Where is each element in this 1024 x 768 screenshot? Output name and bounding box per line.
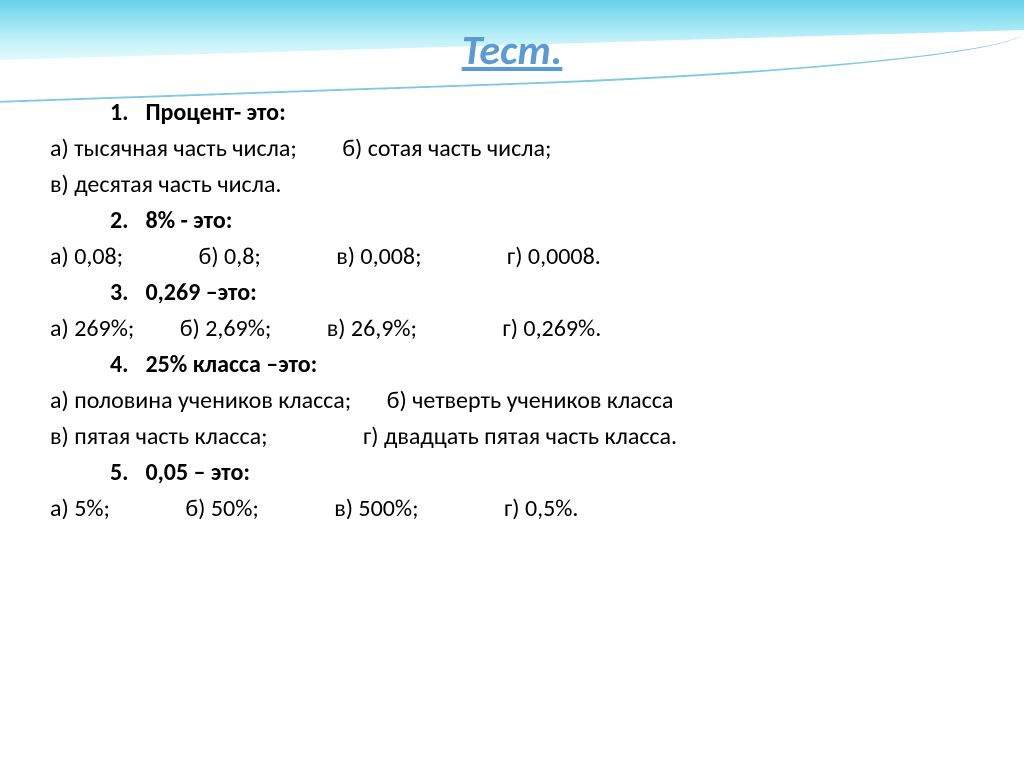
q4-opt-b: б) четверть учеников класса — [387, 383, 674, 419]
q4-text: 25% класса –это: — [145, 350, 317, 379]
q2-opt-v: в) 0,008; — [336, 239, 421, 275]
q4-number: 4. — [110, 347, 140, 383]
q2-opt-b: б) 0,8; — [199, 239, 261, 275]
q5-opt-v: в) 500%; — [334, 491, 418, 527]
q3-opt-b: б) 2,69%; — [180, 311, 272, 347]
q5-text: 0,05 – это: — [145, 458, 250, 487]
q2-opt-a: а) 0,08; — [50, 239, 123, 275]
q5-opt-b: б) 50%; — [185, 491, 258, 527]
q5-opt-a: а) 5%; — [50, 491, 110, 527]
q4-answers-line1: а) половина учеников класса; б) четверть… — [50, 383, 970, 419]
question-4: 4. 25% класса –это: — [110, 347, 970, 383]
q4-answers-line2: в) пятая часть класса; г) двадцать пятая… — [50, 419, 970, 455]
question-5: 5. 0,05 – это: — [110, 455, 970, 491]
q5-number: 5. — [110, 455, 140, 491]
q1-opt-v: в) десятая часть числа. — [50, 167, 282, 203]
q2-answers: а) 0,08; б) 0,8; в) 0,008; г) 0,0008. — [50, 239, 970, 275]
q2-number: 2. — [110, 203, 140, 239]
q1-number: 1. — [110, 95, 140, 131]
q1-answers-line1: а) тысячная часть числа; б) сотая часть … — [50, 131, 970, 167]
q3-opt-a: а) 269%; — [50, 311, 134, 347]
q1-opt-a: а) тысячная часть числа; — [50, 131, 297, 167]
q5-answers: а) 5%; б) 50%; в) 500%; г) 0,5%. — [50, 491, 970, 527]
q3-number: 3. — [110, 275, 140, 311]
q4-opt-g: г) двадцать пятая часть класса. — [363, 419, 677, 455]
question-3: 3. 0,269 –это: — [110, 275, 970, 311]
q3-text: 0,269 –это: — [145, 278, 256, 307]
q2-opt-g: г) 0,0008. — [507, 239, 601, 275]
q1-opt-b: б) сотая часть числа; — [342, 131, 551, 167]
q3-opt-v: в) 26,9%; — [327, 311, 417, 347]
title: Тест. — [0, 25, 1024, 76]
q1-answers-line2: в) десятая часть числа. — [50, 167, 970, 203]
q2-text: 8% - это: — [145, 206, 232, 235]
q3-answers: а) 269%; б) 2,69%; в) 26,9%; г) 0,269%. — [50, 311, 970, 347]
q4-opt-v: в) пятая часть класса; — [50, 419, 268, 455]
content-area: 1. Процент- это: а) тысячная часть числа… — [50, 95, 970, 527]
q5-opt-g: г) 0,5%. — [504, 491, 579, 527]
q4-opt-a: а) половина учеников класса; — [50, 383, 351, 419]
question-1: 1. Процент- это: — [110, 95, 970, 131]
q1-text: Процент- это: — [145, 98, 285, 127]
question-2: 2. 8% - это: — [110, 203, 970, 239]
q3-opt-g: г) 0,269%. — [502, 311, 601, 347]
